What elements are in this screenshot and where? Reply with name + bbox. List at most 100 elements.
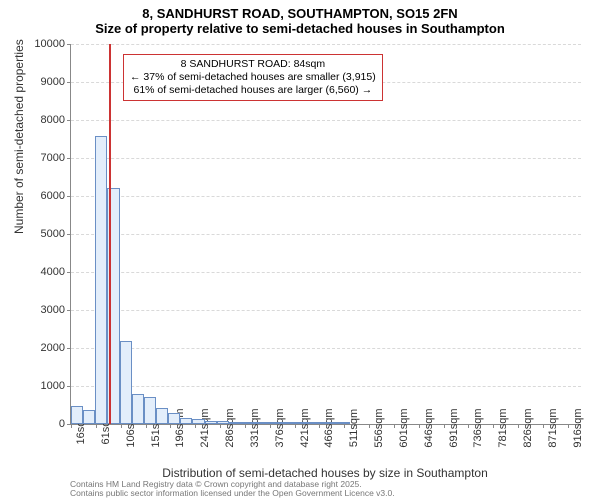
- histogram-bar: [120, 341, 132, 424]
- y-tick-label: 9000: [15, 76, 65, 88]
- annotation-line: 8 SANDHURST ROAD: 84sqm: [130, 58, 376, 71]
- grid-line: [71, 386, 581, 387]
- histogram-bar: [217, 421, 229, 424]
- histogram-bar: [144, 397, 156, 424]
- x-axis-label: Distribution of semi-detached houses by …: [70, 466, 580, 480]
- x-tick-mark: [543, 424, 544, 428]
- histogram-bar: [192, 419, 204, 424]
- y-tick-mark: [67, 158, 71, 159]
- y-tick-mark: [67, 196, 71, 197]
- histogram-bar: [314, 422, 326, 424]
- x-tick-label: 556sqm: [373, 408, 385, 447]
- x-tick-mark: [71, 424, 72, 428]
- x-tick-label: 916sqm: [572, 408, 584, 447]
- x-tick-mark: [493, 424, 494, 428]
- histogram-bar: [180, 418, 192, 424]
- chart-subtitle: Size of property relative to semi-detach…: [0, 21, 600, 40]
- y-tick-label: 6000: [15, 190, 65, 202]
- y-tick-label: 10000: [15, 38, 65, 50]
- x-tick-mark: [270, 424, 271, 428]
- histogram-bar: [338, 422, 350, 424]
- y-tick-label: 8000: [15, 114, 65, 126]
- histogram-bar: [277, 422, 289, 424]
- x-tick-label: 871sqm: [547, 408, 559, 447]
- x-tick-label: 331sqm: [249, 408, 261, 447]
- x-tick-mark: [568, 424, 569, 428]
- x-tick-label: 826sqm: [522, 408, 534, 447]
- x-tick-mark: [96, 424, 97, 428]
- x-tick-mark: [518, 424, 519, 428]
- y-tick-mark: [67, 310, 71, 311]
- plot-region: 0100020003000400050006000700080009000100…: [70, 44, 581, 425]
- x-tick-label: 646sqm: [423, 408, 435, 447]
- grid-line: [71, 272, 581, 273]
- y-tick-mark: [67, 120, 71, 121]
- y-tick-mark: [67, 82, 71, 83]
- y-tick-mark: [67, 272, 71, 273]
- histogram-bar: [302, 422, 314, 424]
- histogram-bar: [132, 394, 144, 424]
- x-tick-mark: [468, 424, 469, 428]
- x-tick-label: 736sqm: [472, 408, 484, 447]
- y-tick-label: 3000: [15, 304, 65, 316]
- marker-line: [109, 44, 111, 424]
- y-tick-label: 4000: [15, 266, 65, 278]
- histogram-bar: [253, 422, 265, 424]
- histogram-bar: [205, 421, 217, 424]
- x-tick-mark: [419, 424, 420, 428]
- y-tick-mark: [67, 234, 71, 235]
- grid-line: [71, 310, 581, 311]
- y-tick-label: 1000: [15, 380, 65, 392]
- histogram-bar: [241, 422, 253, 424]
- x-tick-mark: [369, 424, 370, 428]
- x-tick-mark: [170, 424, 171, 428]
- x-tick-mark: [394, 424, 395, 428]
- chart-container: 8, SANDHURST ROAD, SOUTHAMPTON, SO15 2FN…: [0, 0, 600, 500]
- x-tick-label: 691sqm: [448, 408, 460, 447]
- grid-line: [71, 196, 581, 197]
- chart-plot-area: 0100020003000400050006000700080009000100…: [70, 44, 580, 424]
- histogram-bar: [83, 410, 95, 424]
- x-tick-label: 781sqm: [497, 408, 509, 447]
- x-tick-mark: [344, 424, 345, 428]
- annotation-line: ← 37% of semi-detached houses are smalle…: [130, 71, 376, 84]
- x-tick-mark: [245, 424, 246, 428]
- histogram-bar: [290, 422, 302, 424]
- x-tick-label: 286sqm: [224, 408, 236, 447]
- chart-title: 8, SANDHURST ROAD, SOUTHAMPTON, SO15 2FN: [0, 0, 600, 21]
- x-tick-mark: [444, 424, 445, 428]
- histogram-bar: [229, 422, 241, 424]
- x-tick-mark: [121, 424, 122, 428]
- x-tick-mark: [319, 424, 320, 428]
- x-tick-label: 466sqm: [323, 408, 335, 447]
- grid-line: [71, 234, 581, 235]
- attribution-line-2: Contains public sector information licen…: [70, 489, 395, 498]
- y-tick-label: 2000: [15, 342, 65, 354]
- y-tick-label: 5000: [15, 228, 65, 240]
- y-tick-label: 0: [15, 418, 65, 430]
- histogram-bar: [71, 406, 83, 424]
- x-tick-mark: [220, 424, 221, 428]
- grid-line: [71, 158, 581, 159]
- annotation-box: 8 SANDHURST ROAD: 84sqm← 37% of semi-det…: [123, 54, 383, 101]
- y-tick-label: 7000: [15, 152, 65, 164]
- histogram-bar: [168, 413, 180, 424]
- x-tick-label: 511sqm: [348, 409, 360, 447]
- y-tick-mark: [67, 44, 71, 45]
- x-tick-label: 601sqm: [398, 408, 410, 447]
- x-tick-mark: [195, 424, 196, 428]
- histogram-bar: [156, 408, 168, 424]
- histogram-bar: [95, 136, 107, 424]
- histogram-bar: [265, 422, 277, 424]
- x-tick-label: 376sqm: [274, 408, 286, 447]
- grid-line: [71, 348, 581, 349]
- grid-line: [71, 120, 581, 121]
- annotation-line: 61% of semi-detached houses are larger (…: [130, 84, 376, 97]
- grid-line: [71, 44, 581, 45]
- y-tick-mark: [67, 348, 71, 349]
- attribution-text: Contains HM Land Registry data © Crown c…: [70, 480, 395, 499]
- y-tick-mark: [67, 386, 71, 387]
- x-tick-label: 421sqm: [299, 408, 311, 447]
- x-tick-mark: [146, 424, 147, 428]
- y-axis-label: Number of semi-detached properties: [12, 39, 26, 234]
